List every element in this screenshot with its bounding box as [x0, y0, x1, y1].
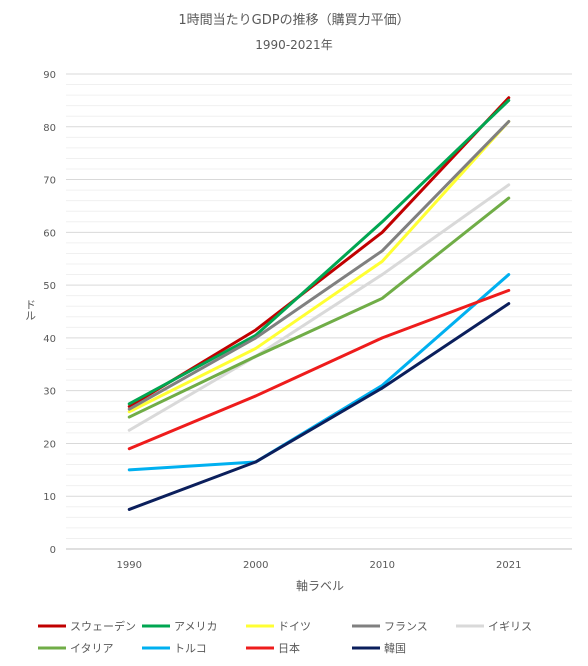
y-tick-label: 60 — [43, 228, 56, 239]
y-tick-label: 70 — [43, 176, 56, 187]
series-line — [127, 196, 511, 419]
y-tick-label: 0 — [50, 545, 56, 556]
legend-label: 日本 — [278, 641, 300, 655]
legend-label: トルコ — [174, 642, 207, 655]
y-axis-label: ドル — [24, 299, 37, 321]
series-line — [127, 98, 511, 406]
series-line — [127, 183, 511, 432]
y-tick-label: 50 — [43, 281, 56, 292]
series-line — [127, 120, 511, 414]
legend-label: 韓国 — [384, 642, 406, 655]
y-tick-label: 90 — [43, 70, 56, 81]
legend-label: アメリカ — [174, 620, 217, 633]
y-axis: 0 10 20 30 40 50 60 70 80 90 — [43, 70, 56, 556]
y-tick-label: 20 — [43, 439, 56, 450]
x-axis-label: 軸ラベル — [296, 579, 344, 593]
x-tick-label: 2000 — [243, 560, 268, 571]
legend-label: ドイツ — [278, 620, 311, 633]
series-line — [127, 120, 511, 411]
y-tick-label: 10 — [43, 492, 56, 503]
y-tick-label: 80 — [43, 123, 56, 134]
x-tick-label: 1990 — [117, 560, 142, 571]
y-tick-label: 40 — [43, 334, 56, 345]
legend-label: フランス — [384, 620, 428, 633]
series-line — [127, 302, 511, 511]
y-tick-label: 30 — [43, 387, 56, 398]
x-tick-label: 2021 — [496, 560, 521, 571]
x-tick-label: 2010 — [370, 560, 395, 571]
series-lines — [127, 96, 511, 511]
chart-subtitle: 1990-2021年 — [255, 38, 332, 52]
chart-title: 1時間当たりGDPの推移（購買力平価） — [178, 13, 409, 28]
x-axis: 1990 2000 2010 2021 — [117, 560, 522, 571]
legend-label: イギリス — [488, 620, 532, 633]
legend-label: イタリア — [70, 642, 114, 655]
series-line — [127, 288, 511, 451]
legend-label: スウェーデン — [70, 619, 136, 633]
